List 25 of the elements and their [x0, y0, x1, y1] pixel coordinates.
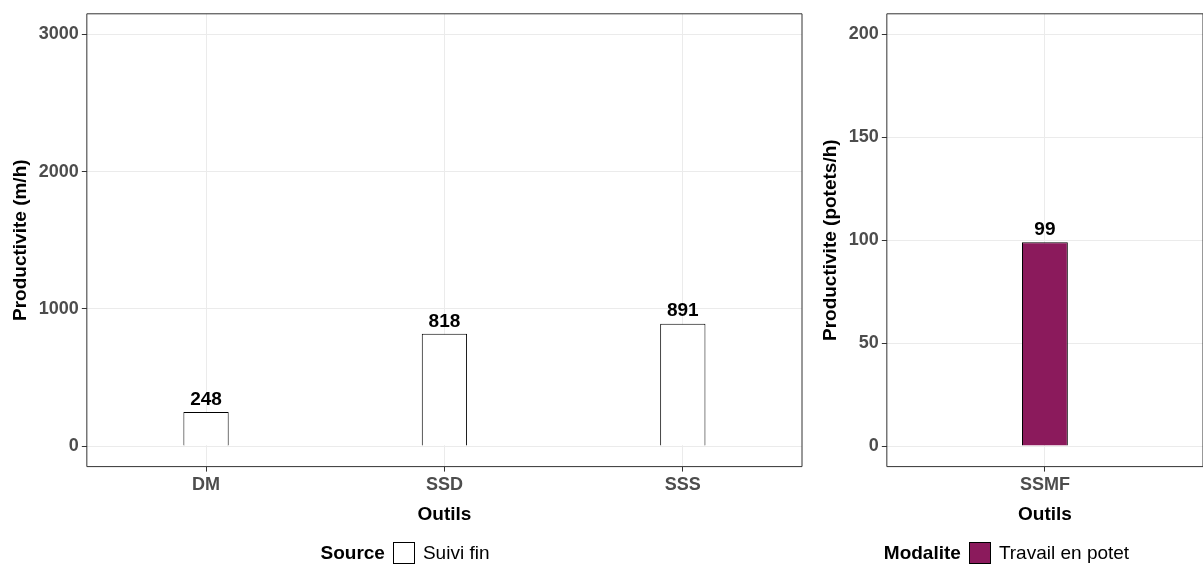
y-tick-label: 150 — [848, 126, 879, 147]
y-tick-label: 0 — [868, 434, 879, 455]
x-axis-title: Outils — [1017, 502, 1072, 524]
legend-label: Travail en potet — [998, 541, 1130, 564]
y-axis-title: Productivite (potets/h) — [818, 139, 840, 342]
y-tick-label: 0 — [68, 434, 79, 455]
x-tick-label: SSS — [664, 474, 701, 495]
y-tick-label: 2000 — [38, 160, 79, 181]
x-tick-label: DM — [192, 474, 221, 495]
text: Suivi fin — [422, 541, 490, 564]
data-label: 818 — [428, 309, 461, 331]
x-tick-label: SSMF — [1019, 474, 1070, 495]
y-tick-label: 200 — [848, 23, 879, 44]
x-tick-label: SSD — [425, 474, 463, 495]
legend-title: Modalite — [883, 541, 961, 564]
data-label: 891 — [666, 299, 700, 321]
data-label: 99 — [1034, 217, 1056, 239]
data-label: 248 — [190, 387, 222, 409]
y-tick-label: 50 — [858, 332, 879, 353]
y-tick-label: 100 — [848, 229, 879, 250]
y-axis-title: Productivite (m/h) — [8, 159, 30, 321]
legend-title: Source — [320, 541, 385, 564]
y-tick-label: 1000 — [38, 297, 79, 318]
y-tick-label: 3000 — [38, 23, 79, 44]
x-axis-title: Outils — [417, 502, 472, 524]
